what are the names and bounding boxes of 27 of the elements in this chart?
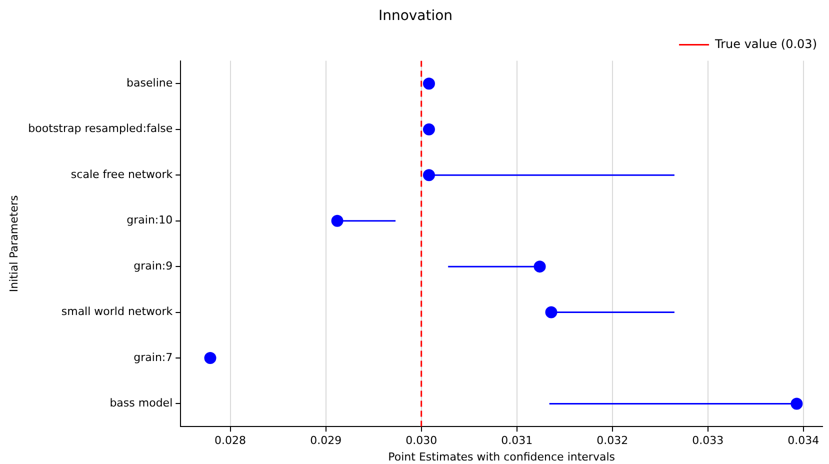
point (204, 352, 216, 364)
point (790, 398, 803, 410)
y-tick-label: bass model (110, 396, 173, 410)
x-tick-label: 0.029 (310, 434, 342, 448)
point (534, 260, 546, 273)
x-tick-label: 0.033 (692, 434, 724, 448)
point (422, 169, 435, 182)
x-tick-label: 0.031 (501, 434, 533, 448)
y-tick-label: grain:9 (134, 259, 173, 272)
y-tick-label: baseline (126, 76, 173, 90)
y-tick-label: scale free network (70, 168, 174, 181)
point (422, 78, 435, 90)
x-axis-title: Point Estimates with confidence intervals (388, 450, 616, 464)
x-tick-label: 0.032 (596, 434, 628, 448)
legend-label: True value (0.03) (714, 36, 818, 51)
y-tick-label: small world network (61, 305, 174, 318)
point (422, 123, 435, 136)
x-tick-label: 0.030 (406, 434, 438, 448)
x-tick-label: 0.034 (788, 434, 820, 448)
chart-title: Innovation (378, 8, 453, 24)
x-tick-label: 0.028 (214, 434, 246, 448)
y-tick-label: bootstrap resampled:false (28, 122, 173, 136)
y-tick-label: grain:10 (126, 214, 173, 227)
point (331, 214, 344, 227)
y-axis-title: Initial Parameters (7, 194, 20, 292)
y-tick-label: grain:7 (134, 350, 173, 364)
point (545, 306, 558, 318)
